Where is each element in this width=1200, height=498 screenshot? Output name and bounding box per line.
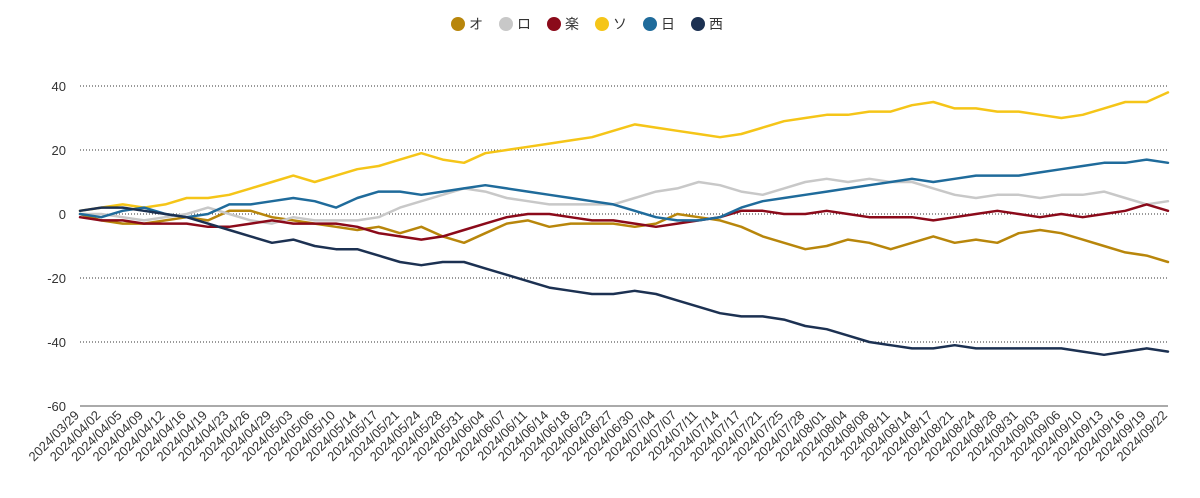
y-tick-label: -20 (47, 271, 66, 286)
legend-marker (451, 17, 465, 31)
y-tick-label: 40 (52, 79, 66, 94)
series-line-5 (78, 206, 1170, 357)
legend-label: 西 (709, 16, 723, 32)
chart-series (78, 91, 1170, 357)
series-line-0 (78, 209, 1170, 264)
legend-label: ソ (613, 16, 627, 32)
legend-marker (499, 17, 513, 31)
y-axis-ticks: -60 -40 -20 0 20 40 (47, 79, 66, 414)
chart-legend: オロ楽ソ日西 (451, 16, 723, 32)
x-axis-ticks: 2024/03/292024/04/022024/04/052024/04/09… (25, 408, 1170, 465)
legend-label: オ (469, 16, 483, 32)
y-tick-label: -60 (47, 399, 66, 414)
legend-marker (547, 17, 561, 31)
legend-marker (691, 17, 705, 31)
chart-grid (80, 85, 1168, 343)
legend-label: ロ (517, 16, 531, 32)
legend-label: 日 (661, 16, 675, 32)
series-line-2 (78, 203, 1170, 241)
series-line-3 (78, 91, 1170, 213)
legend-label: 楽 (565, 16, 579, 32)
legend-marker (595, 17, 609, 31)
series-line-1 (78, 177, 1170, 225)
y-tick-label: -40 (47, 335, 66, 350)
y-tick-label: 20 (52, 143, 66, 158)
y-tick-label: 0 (59, 207, 66, 222)
series-line-4 (78, 158, 1170, 222)
legend-marker (643, 17, 657, 31)
